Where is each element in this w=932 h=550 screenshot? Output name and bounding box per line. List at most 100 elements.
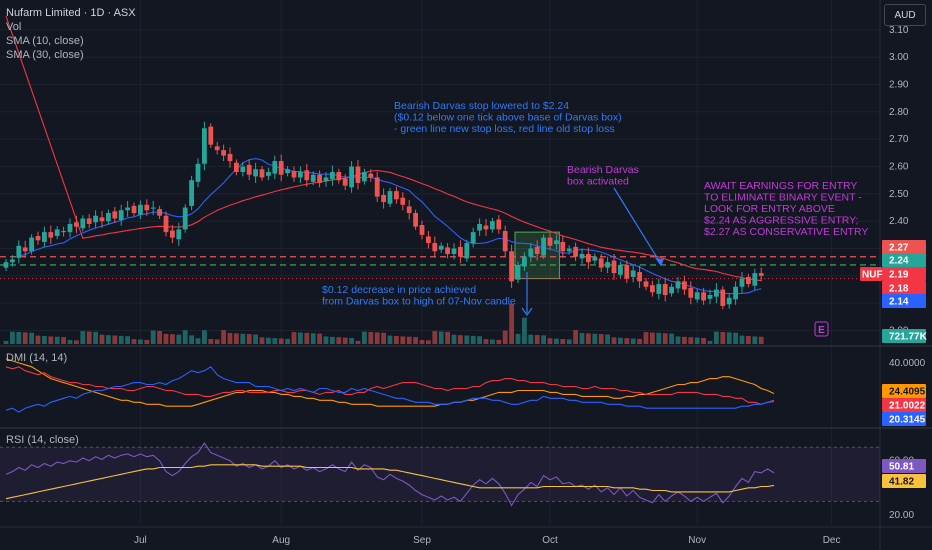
- volume-bar: [547, 338, 553, 344]
- candle-body: [67, 223, 73, 233]
- candle-body: [362, 172, 367, 182]
- candle-body: [662, 284, 668, 295]
- volume-bar: [266, 337, 271, 344]
- time-tick: Sep: [413, 535, 431, 546]
- volume-bar: [202, 330, 207, 344]
- price-tag-bg: [882, 267, 926, 281]
- volume-bar: [67, 340, 73, 344]
- candle: [733, 281, 738, 305]
- volume-bar: [720, 332, 726, 344]
- candle-body: [611, 260, 617, 274]
- candle-body: [99, 217, 105, 222]
- volume-bar: [515, 333, 521, 344]
- candle-body: [490, 221, 495, 230]
- candle-body: [272, 161, 278, 174]
- candle: [458, 240, 463, 264]
- price-tag-bg: [882, 294, 926, 308]
- candle-body: [579, 254, 585, 259]
- candle-body: [445, 247, 450, 254]
- candle-body: [707, 295, 713, 299]
- volume-bar: [566, 339, 572, 344]
- volume-bar: [752, 336, 758, 344]
- volume-bar: [528, 334, 534, 344]
- candle-body: [502, 231, 508, 252]
- annotation-line: $0.12 decrease in price achieved: [322, 284, 476, 296]
- candle: [387, 187, 393, 207]
- volume-bar: [118, 335, 124, 344]
- volume-bar: [477, 336, 482, 344]
- candle: [541, 234, 546, 259]
- candle-body: [406, 206, 412, 213]
- candle: [16, 240, 22, 264]
- candle-body: [330, 172, 335, 180]
- candle: [624, 260, 630, 283]
- candle-body: [298, 172, 303, 178]
- candle-body: [656, 284, 662, 294]
- candle: [464, 239, 470, 262]
- candle: [42, 226, 47, 248]
- price-tick: 2.40: [889, 216, 909, 227]
- candle-body: [74, 222, 79, 227]
- volume-bar: [157, 331, 162, 344]
- volume-bar: [605, 334, 610, 344]
- candle-body: [118, 210, 124, 221]
- candle-body: [701, 292, 706, 301]
- volume-bar: [682, 336, 687, 344]
- dmi-value-tag: 20.3145: [889, 415, 926, 426]
- candle-body: [150, 207, 156, 209]
- symbol-title[interactable]: Nufarm Limited · 1D · ASX: [6, 7, 136, 19]
- candle-body: [515, 264, 521, 280]
- legend-dmi[interactable]: DMI (14, 14): [6, 352, 68, 364]
- volume-bar: [374, 332, 380, 344]
- candle: [605, 256, 610, 274]
- volume-bar: [240, 333, 246, 344]
- candle-body: [534, 246, 540, 254]
- legend-rsi[interactable]: RSI (14, close): [6, 434, 79, 446]
- candle: [163, 211, 169, 237]
- candle: [611, 254, 617, 280]
- candle: [509, 244, 514, 288]
- price-tag: 2.18: [889, 284, 909, 295]
- candle: [496, 215, 502, 234]
- volume-bar: [323, 336, 329, 344]
- volume-bar: [656, 332, 662, 344]
- candle-body: [125, 207, 130, 211]
- candle: [381, 188, 386, 209]
- activation-arrow: [613, 187, 662, 265]
- candle-body: [726, 297, 732, 305]
- volume-bar: [189, 335, 194, 344]
- symbol-tag-bg: [860, 267, 882, 281]
- candle: [195, 158, 201, 188]
- candle-body: [752, 273, 758, 286]
- volume-bar: [432, 331, 438, 344]
- volume-bar: [176, 334, 182, 344]
- candle: [342, 174, 348, 191]
- annotation-line: Bearish Darvas stop lowered to $2.24: [394, 100, 569, 112]
- legend-volume[interactable]: Vol: [6, 21, 22, 33]
- candle-body: [214, 146, 220, 151]
- candle-body: [48, 232, 54, 238]
- annotation-line: box activated: [567, 176, 629, 188]
- candle: [720, 286, 726, 310]
- volume-bar: [259, 337, 265, 344]
- legend-sma-10[interactable]: SMA (10, close): [6, 35, 84, 47]
- candle-body: [80, 218, 86, 229]
- candle: [61, 226, 66, 237]
- rsi-value-tag-bg: [882, 474, 926, 488]
- candle: [253, 162, 258, 183]
- candle: [758, 267, 764, 282]
- rsi-series-0: [5, 442, 775, 507]
- candle: [246, 159, 252, 181]
- dmi-value-tag-bg: [882, 384, 926, 398]
- volume-bar: [342, 337, 348, 344]
- currency-button[interactable]: AUD: [884, 4, 926, 26]
- volume-bar: [74, 340, 79, 344]
- legend-sma-30[interactable]: SMA (30, close): [6, 49, 84, 61]
- candle-body: [131, 205, 137, 213]
- candle-body: [291, 170, 297, 178]
- volume-bar: [330, 336, 335, 344]
- volume-bar: [285, 338, 290, 344]
- annotation-line: AWAIT EARNINGS FOR ENTRY: [704, 180, 857, 192]
